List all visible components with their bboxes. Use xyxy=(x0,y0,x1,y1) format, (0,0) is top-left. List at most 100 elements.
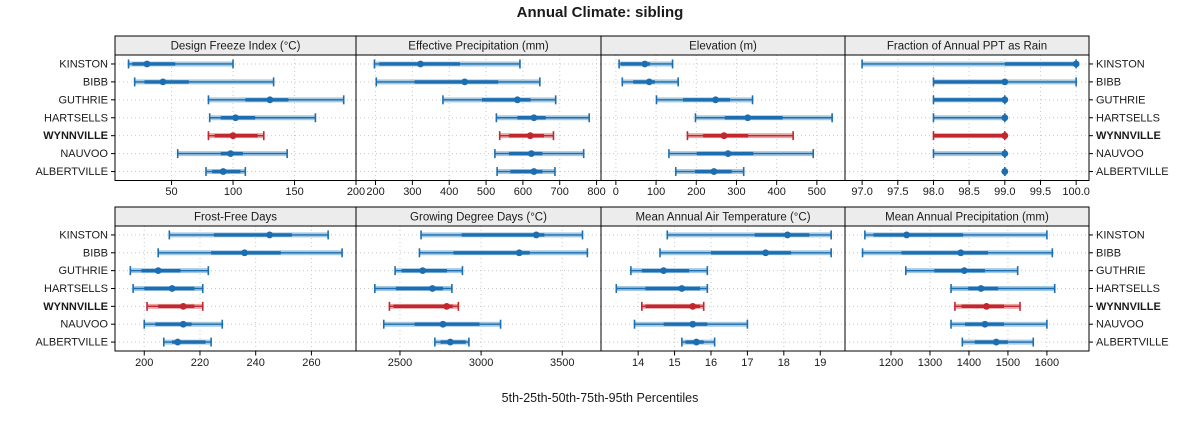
median-dot xyxy=(530,114,538,122)
median-dot xyxy=(266,231,274,239)
axis-tick-label: 200 xyxy=(347,186,365,198)
median-dot xyxy=(429,285,436,292)
axis-tick-label: 200 xyxy=(366,186,384,198)
median-dot xyxy=(461,78,469,86)
row-label-left-wynnville: WYNNVILLE xyxy=(43,130,108,142)
row-label-right-kinston: KINSTON xyxy=(1096,58,1145,70)
panel-strip-title: Mean Annual Precipitation (mm) xyxy=(885,212,1049,224)
row-label-right-guthrie: GUTHRIE xyxy=(1096,94,1146,106)
median-dot xyxy=(232,114,239,122)
median-dot xyxy=(1001,96,1009,104)
median-dot xyxy=(762,249,770,257)
row-label-right-wynnville: WYNNVILLE xyxy=(1096,301,1161,313)
axis-tick-label: 200 xyxy=(135,357,153,369)
axis-tick-label: 17 xyxy=(741,357,753,369)
row-label-right-nauvoo: NAUVOO xyxy=(1096,148,1144,160)
panel-strip-title: Design Freeze Index (°C) xyxy=(171,41,301,53)
panel-strip-title: Growing Degree Days (°C) xyxy=(410,212,547,224)
axis-tick-label: 100 xyxy=(647,186,665,198)
median-dot xyxy=(417,60,424,68)
axis-tick-label: 99.5 xyxy=(1030,186,1051,198)
panel-strip-title: Frost-Free Days xyxy=(194,212,277,224)
row-label-left-guthrie: GUTHRIE xyxy=(59,94,109,106)
median-dot xyxy=(219,168,227,175)
median-dot xyxy=(710,168,718,175)
median-dot xyxy=(641,60,649,68)
median-dot xyxy=(530,168,538,175)
axis-tick-label: 3000 xyxy=(469,357,493,369)
median-dot xyxy=(957,249,965,257)
row-label-left-wynnville: WYNNVILLE xyxy=(43,301,108,313)
median-dot xyxy=(419,267,427,275)
axis-tick-label: 100.0 xyxy=(1062,186,1090,198)
axis-tick-label: 3500 xyxy=(550,357,574,369)
row-label-right-albertville: ALBERTVILLE xyxy=(1096,166,1169,178)
median-dot xyxy=(1001,168,1009,175)
axis-tick-label: 200 xyxy=(687,186,705,198)
median-dot xyxy=(227,150,234,158)
row-label-left-bibb: BIBB xyxy=(83,76,108,88)
median-dot xyxy=(660,267,668,275)
median-dot xyxy=(527,150,535,158)
median-dot xyxy=(1001,114,1009,122)
panel-strip-title: Elevation (m) xyxy=(689,41,757,53)
row-label-left-kinston: KINSTON xyxy=(59,229,108,241)
median-dot xyxy=(712,96,719,104)
axis-tick-label: 600 xyxy=(514,186,532,198)
row-label-left-nauvoo: NAUVOO xyxy=(60,319,108,331)
axis-tick-label: 150 xyxy=(285,186,303,198)
axis-tick-label: 100 xyxy=(224,186,242,198)
panels-group: Design Freeze Index (°C)50 100 150 200Effec… xyxy=(35,35,1169,369)
median-dot xyxy=(513,96,521,104)
axis-tick-label: 16 xyxy=(705,357,717,369)
median-dot xyxy=(689,302,697,310)
row-label-right-nauvoo: NAUVOO xyxy=(1096,319,1144,331)
panel-strip-title: Effective Precipitation (mm) xyxy=(408,41,549,53)
median-dot xyxy=(1072,60,1080,68)
axis-tick-label: 220 xyxy=(191,357,209,369)
row-label-right-bibb: BIBB xyxy=(1096,76,1121,88)
median-dot xyxy=(515,249,523,257)
median-dot xyxy=(159,78,167,86)
median-dot xyxy=(784,231,791,239)
row-label-left-guthrie: GUTHRIE xyxy=(59,265,109,277)
median-dot xyxy=(229,132,237,140)
axis-tick-label: 300 xyxy=(403,186,421,198)
median-dot xyxy=(981,320,989,328)
axis-tick-label: 400 xyxy=(767,186,785,198)
axis-tick-label: 1300 xyxy=(918,357,942,369)
median-dot xyxy=(724,150,732,158)
median-dot xyxy=(983,302,990,310)
axis-tick-label: 18 xyxy=(778,357,790,369)
median-dot xyxy=(168,285,176,292)
axis-tick-label: 1200 xyxy=(879,357,903,369)
axis-tick-label: 500 xyxy=(477,186,495,198)
row-label-right-guthrie: GUTHRIE xyxy=(1096,265,1146,277)
median-dot xyxy=(960,267,968,275)
median-dot xyxy=(903,231,910,239)
row-label-left-nauvoo: NAUVOO xyxy=(60,148,108,160)
median-dot xyxy=(443,302,451,310)
row-label-right-wynnville: WYNNVILLE xyxy=(1096,130,1161,142)
axis-tick-label: 500 xyxy=(808,186,826,198)
axis-tick-label: 15 xyxy=(668,357,680,369)
row-label-left-albertville: ALBERTVILLE xyxy=(35,166,108,178)
median-dot xyxy=(266,96,274,104)
figure-title: Annual Climate: sibling xyxy=(517,4,684,21)
median-dot xyxy=(154,267,162,275)
median-dot xyxy=(1001,132,1009,140)
median-dot xyxy=(992,338,1000,346)
median-dot xyxy=(446,338,454,346)
median-dot xyxy=(174,338,182,346)
axis-tick-label: 99.0 xyxy=(994,186,1015,198)
median-dot xyxy=(179,320,187,328)
row-label-right-hartsells: HARTSELLS xyxy=(1096,283,1160,295)
row-label-right-kinston: KINSTON xyxy=(1096,229,1145,241)
row-label-left-kinston: KINSTON xyxy=(59,58,108,70)
median-dot xyxy=(693,338,700,346)
axis-tick-label: 1600 xyxy=(1035,357,1059,369)
axis-tick-label: 300 xyxy=(727,186,745,198)
median-dot xyxy=(720,132,728,140)
